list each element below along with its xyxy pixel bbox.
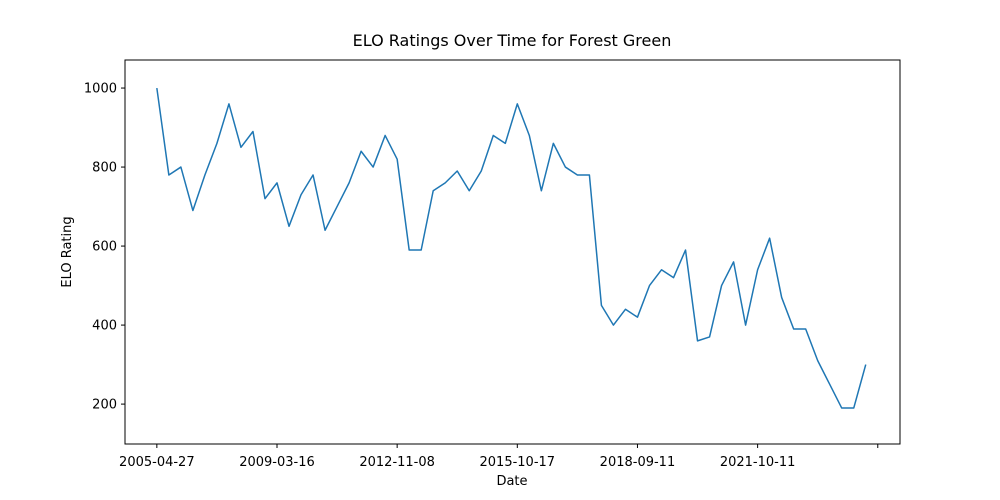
y-axis-label: ELO Rating	[60, 216, 75, 287]
x-tick-label: 2009-03-16	[239, 455, 315, 470]
y-tick-label: 200	[92, 398, 117, 413]
x-tick-label: 2012-11-08	[359, 455, 435, 470]
y-tick-label: 800	[92, 161, 117, 176]
x-axis-label: Date	[496, 474, 527, 489]
x-tick-label: 2015-10-17	[480, 455, 556, 470]
y-tick-label: 600	[92, 240, 117, 255]
x-tick-label: 2021-10-11	[720, 455, 796, 470]
y-tick-label: 1000	[84, 82, 117, 97]
y-tick-label: 400	[92, 319, 117, 334]
x-tick-label: 2018-09-11	[600, 455, 676, 470]
chart-title: ELO Ratings Over Time for Forest Green	[353, 31, 672, 50]
data-line	[156, 87, 867, 409]
plot-frame	[124, 59, 901, 445]
x-tick-label: 2005-04-27	[119, 455, 195, 470]
